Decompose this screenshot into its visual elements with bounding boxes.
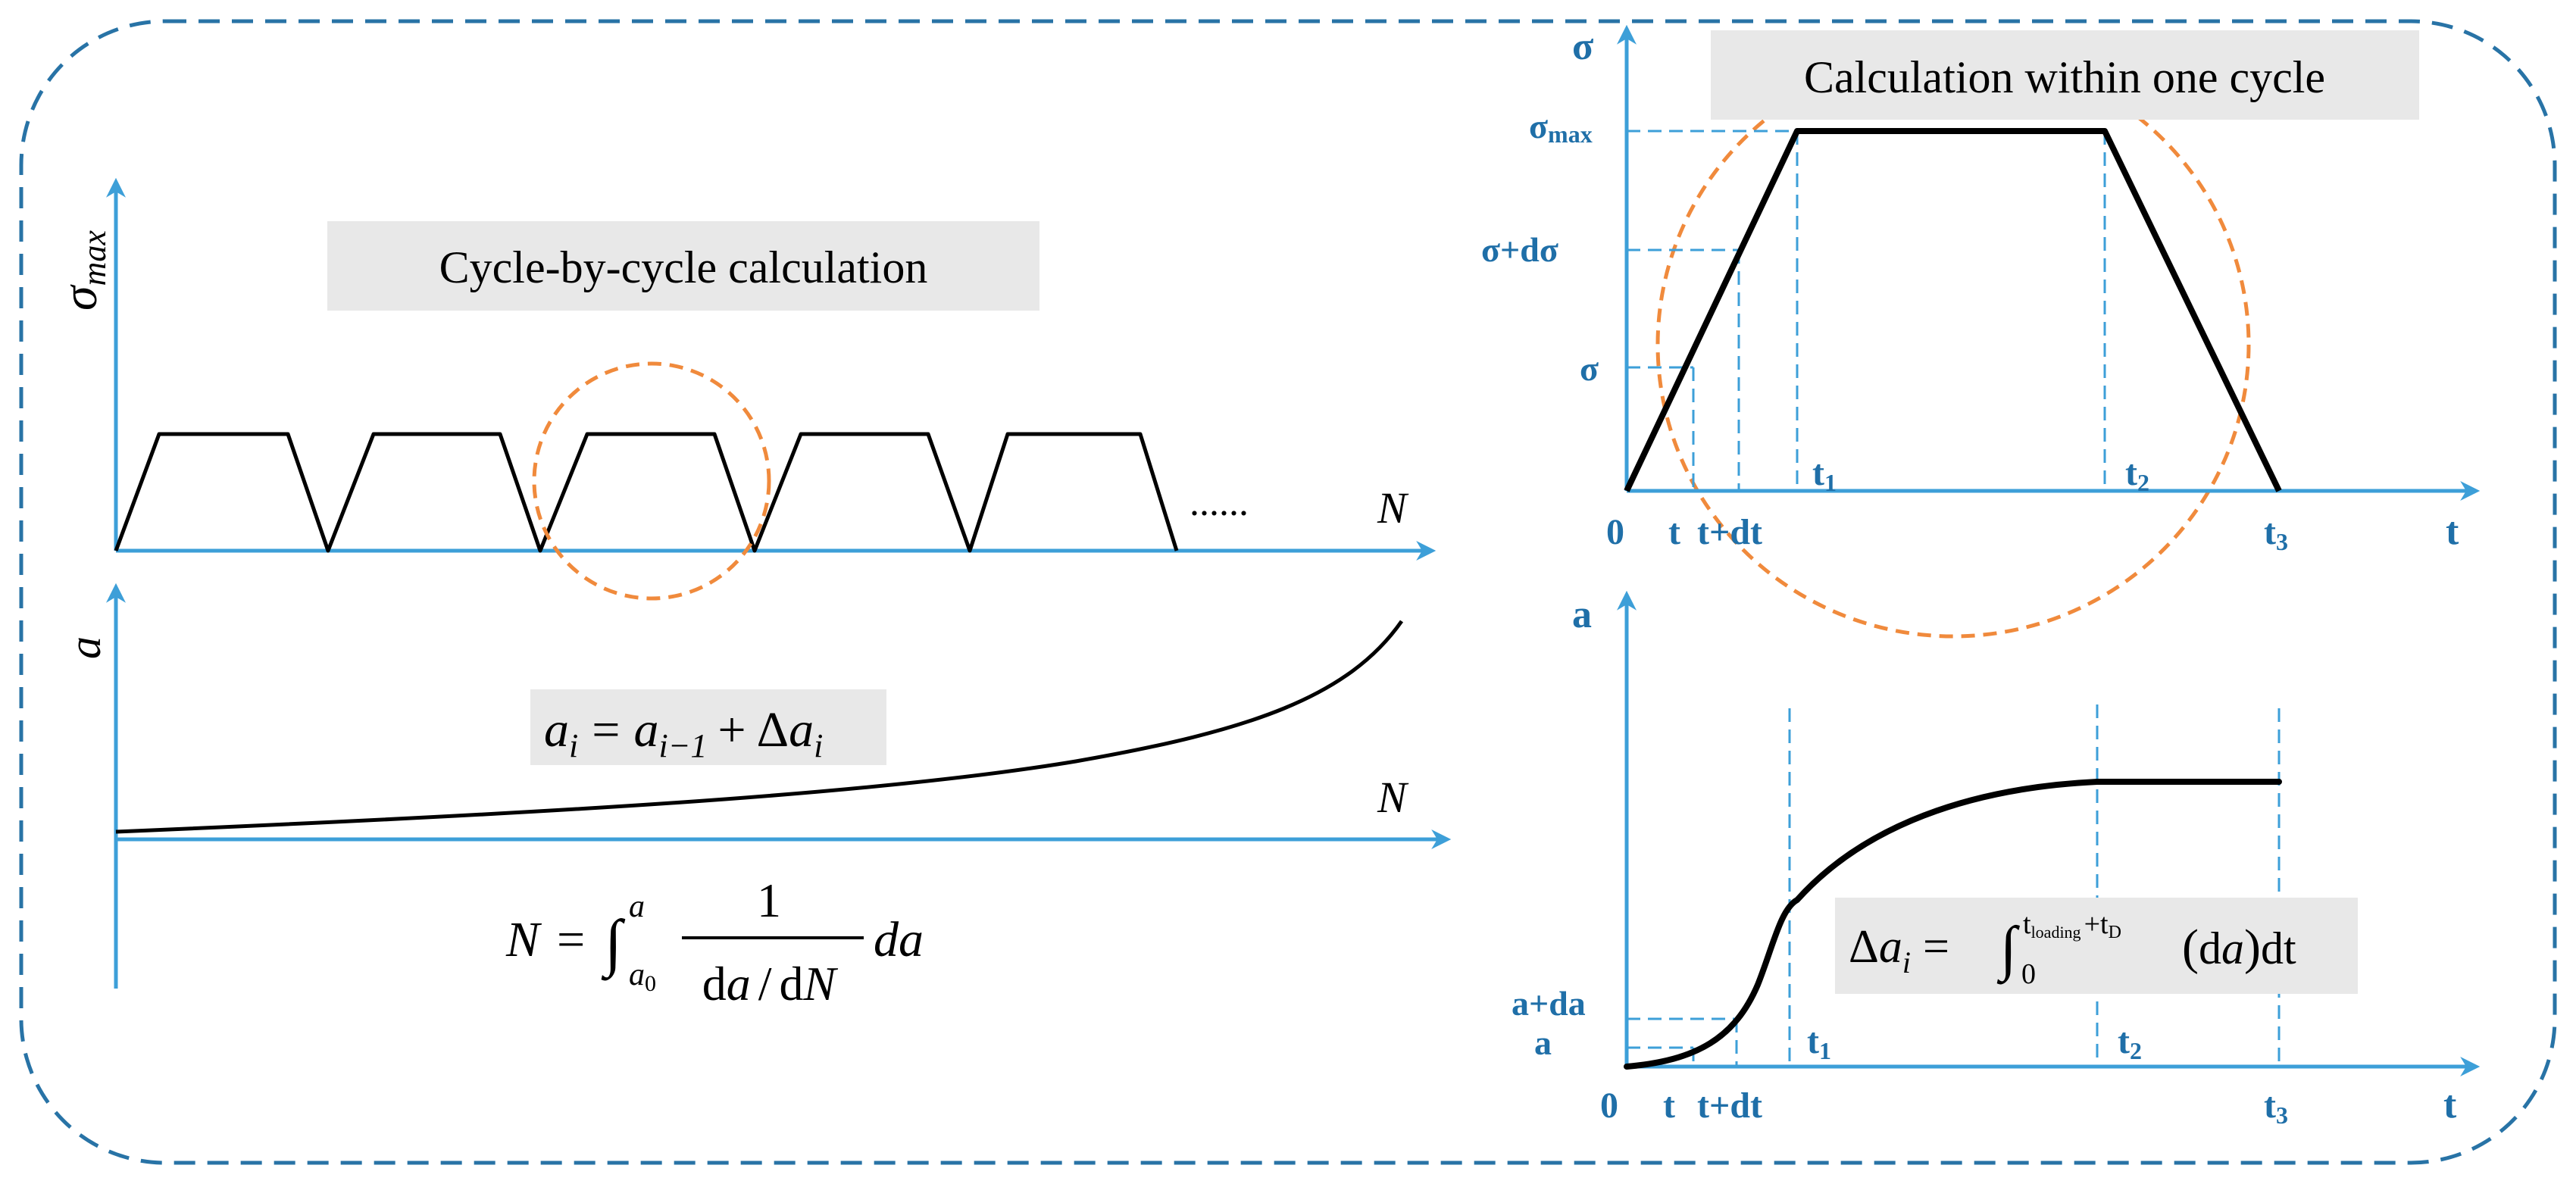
svg-text:da/dN: da / dN xyxy=(702,957,839,1011)
cycles-integral-formula: N = ∫ a a0 1 da / dN da xyxy=(505,873,924,1011)
left-top-y-label: σmax xyxy=(52,230,113,311)
cycle-loading-waveform xyxy=(114,432,1179,553)
right-bottom-y-axis-label: a xyxy=(1572,593,1592,636)
recurrence-formula: ai = ai−1 + Δai xyxy=(544,702,823,764)
right-top-y-axis-label: σ xyxy=(1572,25,1593,68)
left-panel: Cycle-by-cycle calculation σmax N ......… xyxy=(52,177,1452,1011)
svg-text:1: 1 xyxy=(757,873,781,927)
left-title-box xyxy=(327,221,1039,311)
tick-sigma: σ xyxy=(1580,349,1599,388)
right-title: Calculation within one cycle xyxy=(1804,52,2325,102)
svg-text:0: 0 xyxy=(2021,958,2036,990)
left-bottom-y-label: a xyxy=(60,636,110,659)
tick-t3-bottom: t3 xyxy=(2264,1086,2288,1129)
svg-text:N: N xyxy=(505,912,542,967)
svg-text:tloading+tD: tloading +tD xyxy=(2023,908,2121,942)
tick-sigma-plus-dsigma: σ+dσ xyxy=(1481,230,1558,269)
svg-text:da: da xyxy=(874,912,924,967)
tick-t-bottom: t xyxy=(1663,1086,1675,1126)
crack-length-curve xyxy=(1624,779,2282,1070)
tick-t1: t1 xyxy=(1812,453,1837,496)
right-top-guides xyxy=(1627,130,2106,491)
svg-text:a0: a0 xyxy=(629,958,656,996)
right-highlight-circle xyxy=(1655,51,2251,639)
tick-t-plus-dt-bottom: t+dt xyxy=(1697,1086,1762,1126)
svg-text:Δai=: Δai = xyxy=(1849,921,1949,979)
tick-t: t xyxy=(1668,512,1680,552)
tick-sigma-max: σmax xyxy=(1529,107,1593,148)
left-top-x-label: N xyxy=(1377,483,1409,533)
right-bottom-x-axis-label: t xyxy=(2443,1083,2457,1126)
tick-a-plus-da: a+da xyxy=(1512,984,1586,1023)
tick-zero-bottom: 0 xyxy=(1600,1086,1618,1126)
left-bottom-x-label: N xyxy=(1377,773,1409,822)
tick-t-plus-dt: t+dt xyxy=(1697,512,1762,552)
tick-a: a xyxy=(1534,1023,1552,1062)
right-bottom-guides xyxy=(1627,704,2281,1067)
tick-t1-bottom: t1 xyxy=(1807,1021,1831,1064)
right-bottom-panel: Δai = ∫ 0 tloading +tD (da)dt a a+da a 0 t… xyxy=(1512,590,2481,1129)
crack-growth-curve xyxy=(115,620,1404,834)
outer-frame xyxy=(19,19,2557,1165)
svg-text:=: = xyxy=(557,912,585,967)
right-top-panel: Calculation within one cycle σ σmax σ+dσ… xyxy=(1481,24,2481,639)
tick-t2: t2 xyxy=(2125,453,2149,496)
right-top-x-axis-label: t xyxy=(2446,510,2459,553)
recurrence-formula-box xyxy=(530,689,886,765)
stress-waveform xyxy=(1624,128,2282,492)
tick-t3: t3 xyxy=(2264,512,2288,555)
svg-text:a: a xyxy=(629,889,645,924)
right-title-box xyxy=(1711,30,2419,120)
left-top-ellipsis: ...... xyxy=(1190,481,1249,524)
svg-text:∫: ∫ xyxy=(601,908,626,981)
left-title: Cycle-by-cycle calculation xyxy=(439,242,928,292)
growth-formula-box xyxy=(1835,898,2358,994)
svg-text:∫: ∫ xyxy=(1996,915,2021,985)
growth-integral-formula: Δai = ∫ 0 tloading +tD (da)dt xyxy=(1849,908,2296,990)
left-highlight-circle xyxy=(532,361,771,601)
tick-t2-bottom: t2 xyxy=(2118,1021,2142,1064)
tick-zero: 0 xyxy=(1606,512,1624,552)
svg-text:(da)dt: (da)dt xyxy=(2182,920,2296,975)
